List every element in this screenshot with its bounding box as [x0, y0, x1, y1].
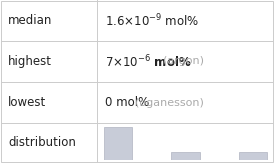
Text: $7{\times}10^{-6}$ mol%: $7{\times}10^{-6}$ mol%: [105, 53, 192, 70]
Bar: [239, 152, 267, 160]
Text: (argon): (argon): [163, 57, 204, 67]
Text: highest: highest: [8, 55, 52, 68]
Text: median: median: [8, 14, 52, 27]
Text: distribution: distribution: [8, 136, 76, 149]
Text: $1.6{\times}10^{-9}$ mol%: $1.6{\times}10^{-9}$ mol%: [105, 12, 199, 29]
Text: 0 mol%: 0 mol%: [105, 96, 149, 109]
Text: (oganesson): (oganesson): [135, 97, 204, 108]
Bar: [104, 127, 132, 160]
Text: lowest: lowest: [8, 96, 46, 109]
Bar: [171, 152, 200, 160]
